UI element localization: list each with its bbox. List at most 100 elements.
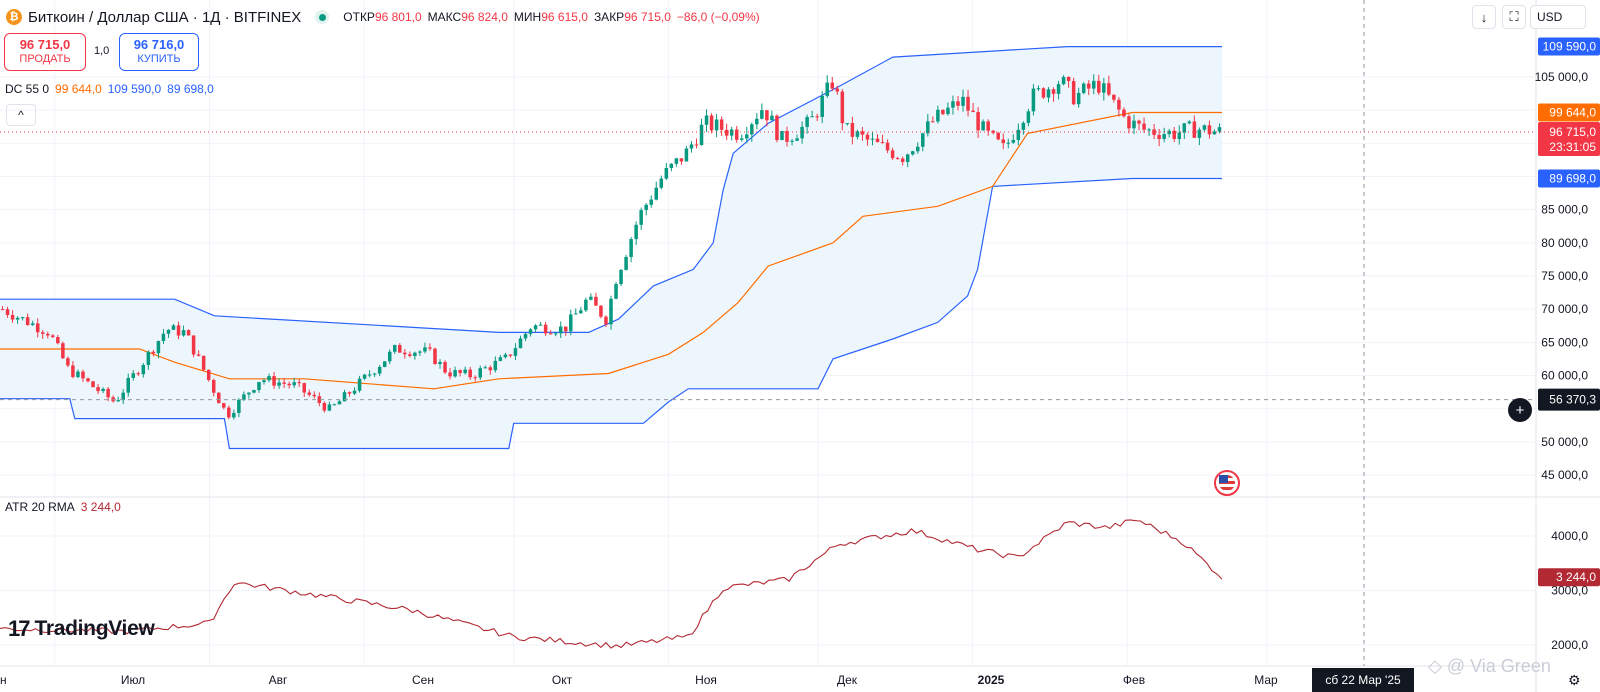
candle-body [292,382,296,386]
candle-body [815,116,819,118]
crosshair-overlay [0,0,1536,666]
candle [629,237,633,263]
candle [151,349,156,357]
candle [563,326,568,336]
candle-body [558,326,563,334]
candle [357,375,362,393]
candle-body [35,323,40,333]
candle [146,350,151,370]
candle [921,132,925,152]
candle [654,181,659,201]
candle [664,162,669,181]
candle-body [996,132,1000,140]
cursor-price-badge: 56 370,3 [1538,388,1600,411]
atr-series [0,519,1223,649]
candle-body [548,333,553,335]
candle [991,129,995,135]
candle [161,329,166,345]
candle-body [1112,94,1116,100]
candle [403,348,407,359]
dc-lower-badge-text: 89 698,0 [1549,172,1596,186]
candle-body [991,130,995,133]
candle [1001,133,1006,150]
candle [1172,127,1176,143]
buy-button[interactable]: 96 716,0 КУПИТЬ [119,33,199,71]
candle-body [1061,76,1066,85]
download-button[interactable]: ↓ [1472,5,1496,29]
candle-body [880,142,885,144]
us-flag-event-icon[interactable] [1214,470,1240,496]
dc-lower-line [0,177,1222,450]
time-tick-label: Авг [269,673,288,687]
candle-body [96,387,100,392]
dc-upper-badge: 109 590,0 [1538,37,1600,56]
candle [760,103,764,120]
candle [272,371,276,389]
candle-body [146,351,151,365]
symbol-title[interactable]: Биткоин / Доллар США · 1Д · BITFINEX [28,8,302,26]
candle-body [599,305,603,317]
dc-basis-badge: 99 644,0 [1538,103,1600,122]
candle-body [408,354,412,356]
candle-body [121,392,125,401]
candle [931,116,935,123]
candle-body [438,362,442,365]
candle-body [312,394,317,397]
candle-body [745,134,749,139]
candle [971,102,975,113]
dc-legend[interactable]: DC 55 0 99 644,0 109 590,0 89 698,0 [5,82,214,96]
candle [478,365,483,381]
candle [865,132,870,146]
candle [694,138,699,149]
buy-label: КУПИТЬ [137,53,181,65]
dc-upper-badge-text: 109 590,0 [1543,40,1597,54]
candle-body [1137,120,1141,124]
ohlc-readout: ОТКР96 801,0 МАКС96 824,0 МИН96 615,0 ЗА… [343,10,760,24]
candle [106,386,110,402]
candle-body [895,158,900,160]
candle [201,355,206,372]
candle-body [211,379,216,393]
candle [20,316,25,321]
fullscreen-button[interactable]: ⛶ [1502,5,1526,29]
candle-body [659,178,664,188]
candle-body [448,372,452,377]
candle [745,126,749,144]
candle-body [1046,89,1051,98]
candle-body [1066,76,1071,82]
candle [649,195,653,208]
candle [1051,87,1056,102]
candle [569,309,573,336]
candle [302,382,307,397]
candle [951,95,955,115]
candle [337,399,342,405]
add-alert-icon[interactable]: + [1508,398,1532,422]
candle [428,343,432,351]
candle [372,372,377,377]
chevron-up-icon: ^ [18,108,24,122]
currency-select[interactable]: USD [1530,5,1586,29]
candle [1162,127,1166,143]
last-price-badge-bg [1538,121,1600,156]
candle [981,119,985,131]
candle-body [1107,83,1111,95]
candle [71,361,75,379]
settings-gear-icon[interactable]: ⚙ [1568,672,1581,688]
candle-body [141,364,146,375]
candle [1006,138,1011,149]
candle [121,389,125,405]
candle-body [734,129,739,140]
candle-body [101,388,105,392]
candle-body [66,358,70,366]
candle [237,398,241,418]
sell-button[interactable]: 96 715,0 ПРОДАТЬ [4,33,86,71]
candle [257,381,261,393]
candle-body [704,115,709,125]
candle [1187,120,1192,125]
candle [443,360,447,375]
collapse-legend-button[interactable]: ^ [6,104,36,126]
candle [1076,87,1081,108]
atr-legend[interactable]: ATR 20 RMA 3 244,0 [5,500,121,514]
candle [498,355,503,362]
